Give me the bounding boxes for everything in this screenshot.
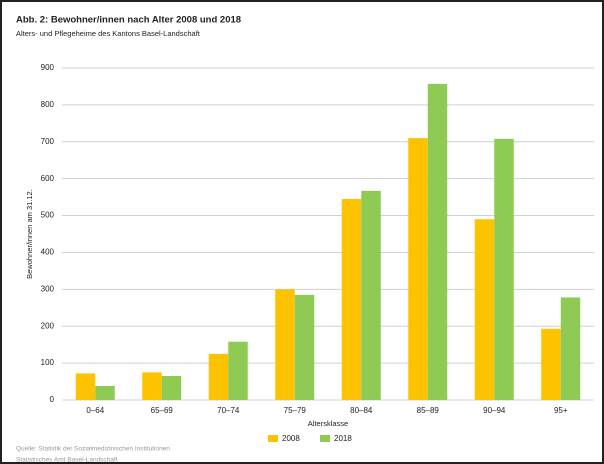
y-tick-label: 200 <box>41 321 55 330</box>
y-tick-label: 600 <box>41 174 55 183</box>
x-tick-label: 80–84 <box>350 406 373 415</box>
bar <box>361 190 381 400</box>
source: Quelle: Statistik der Sozialmedizinische… <box>16 446 170 453</box>
y-tick-label: 300 <box>41 284 55 293</box>
x-tick-label: 75–79 <box>284 406 307 415</box>
source: Statistisches Amt Basel-Landschaft <box>16 457 118 464</box>
bar <box>408 138 428 401</box>
bar <box>541 328 561 400</box>
bar <box>560 297 581 400</box>
x-tick-label: 0–64 <box>86 406 104 415</box>
y-tick-label: 400 <box>41 248 55 257</box>
x-tick-label: 65–69 <box>151 406 174 415</box>
y-tick-label: 700 <box>41 137 55 146</box>
y-axis-label: Bewohner/innen am 31.12. <box>25 189 34 279</box>
x-tick-label: 85–89 <box>417 406 440 415</box>
bar <box>161 376 182 400</box>
bar <box>427 83 448 401</box>
bar <box>75 373 96 400</box>
x-axis-label: Altersklasse <box>308 419 348 428</box>
bar <box>494 138 514 400</box>
bar <box>474 219 495 400</box>
legend-swatch <box>268 435 278 442</box>
x-tick-label: 90–94 <box>483 406 506 415</box>
bar <box>294 294 315 400</box>
legend-swatch <box>320 435 330 442</box>
bar <box>275 289 295 400</box>
y-tick-label: 800 <box>41 100 55 109</box>
legend-label: 2008 <box>282 434 300 443</box>
chart-subtitle: Alters- und Pflegeheime des Kantons Base… <box>16 29 201 38</box>
y-tick-label: 500 <box>41 211 55 220</box>
x-tick-label: 70–74 <box>217 406 240 415</box>
bar <box>341 198 362 400</box>
y-tick-label: 900 <box>41 63 55 72</box>
bar <box>208 353 229 400</box>
bar <box>228 341 248 400</box>
y-tick-label: 100 <box>41 358 55 367</box>
bar <box>95 385 115 400</box>
bar <box>142 372 162 400</box>
chart-title: Abb. 2: Bewohner/innen nach Alter 2008 u… <box>16 15 241 26</box>
legend-label: 2018 <box>334 434 352 443</box>
x-tick-label: 95+ <box>554 406 568 415</box>
y-tick-label: 0 <box>50 395 55 404</box>
